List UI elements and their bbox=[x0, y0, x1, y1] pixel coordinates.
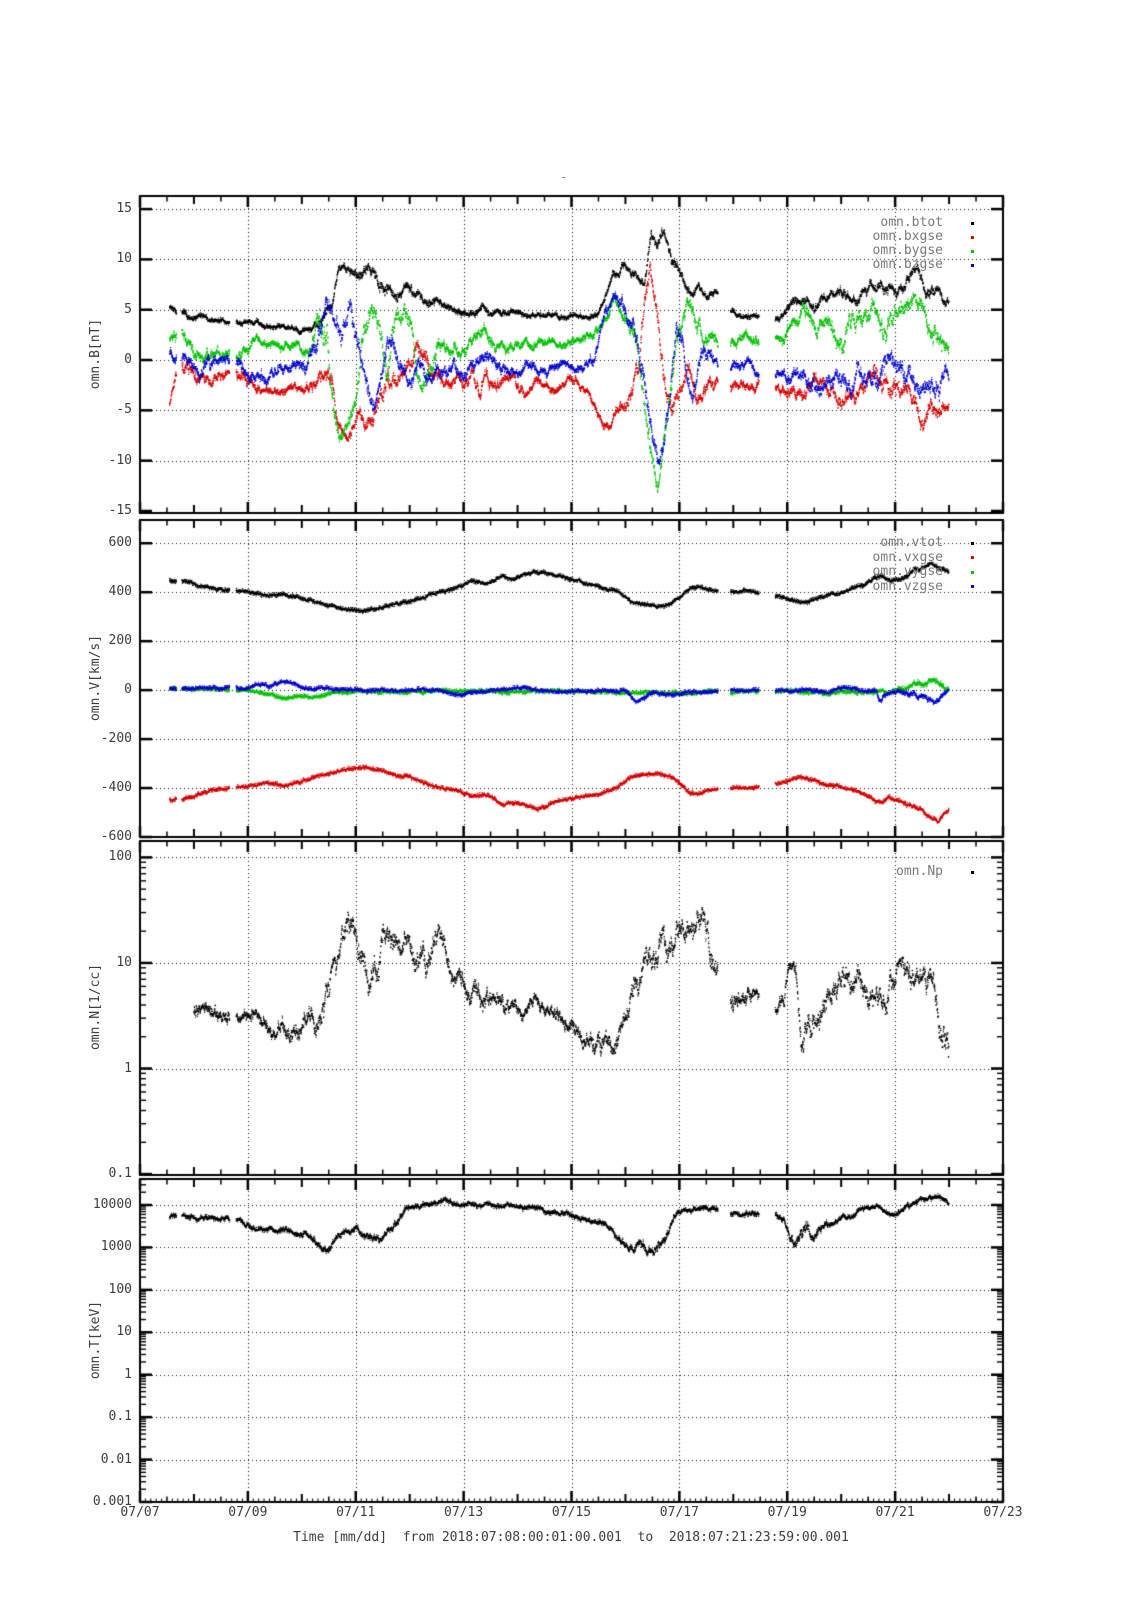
y-tick-label: 1000 bbox=[100, 1239, 132, 1255]
y-tick-label: 0 bbox=[124, 682, 132, 698]
x-tick-label: 07/13 bbox=[444, 1505, 484, 1520]
x-axis-label: Time [mm/dd] from 2018:07:08:00:01:00.00… bbox=[293, 1530, 849, 1545]
y-tick-label: 1 bbox=[124, 1060, 132, 1076]
legend-marker-dot bbox=[971, 570, 974, 574]
legend-marker-dot bbox=[971, 541, 974, 545]
y-tick-label: 0.01 bbox=[100, 1451, 132, 1467]
legend-marker-dot bbox=[971, 235, 974, 239]
y-tick-label: 10 bbox=[116, 1324, 132, 1340]
legend-item-label: omn.vzgse bbox=[872, 578, 943, 594]
y-axis-label: omn.B[nT] bbox=[88, 318, 103, 389]
y-tick-label: 10 bbox=[116, 251, 132, 267]
y-tick-label: 15 bbox=[116, 201, 132, 217]
y-tick-label: 10 bbox=[116, 954, 132, 970]
y-tick-label: 0.1 bbox=[108, 1409, 132, 1425]
x-tick-label: 07/17 bbox=[659, 1505, 699, 1520]
y-tick-label: -10 bbox=[108, 452, 132, 468]
y-tick-label: -400 bbox=[100, 780, 132, 796]
y-tick-label: 200 bbox=[108, 633, 132, 649]
y-tick-label: 100 bbox=[108, 849, 132, 865]
x-tick-label: 07/11 bbox=[336, 1505, 376, 1520]
figure-title: - bbox=[560, 170, 568, 184]
legend-item-label: omn.bygse bbox=[872, 243, 943, 258]
legend-item-label: omn.Np bbox=[896, 864, 943, 879]
y-tick-label: 0.1 bbox=[108, 1166, 132, 1182]
legend-item-label: omn.btot bbox=[880, 215, 943, 230]
y-tick-label: 1 bbox=[124, 1366, 132, 1382]
x-tick-label: 07/15 bbox=[551, 1505, 592, 1520]
y-tick-label: 400 bbox=[108, 584, 132, 600]
x-tick-label: 07/09 bbox=[228, 1505, 268, 1520]
x-tick-label: 07/07 bbox=[120, 1505, 160, 1520]
y-tick-label: 5 bbox=[124, 301, 132, 317]
y-tick-label: -600 bbox=[100, 829, 132, 844]
x-tick-label: 07/21 bbox=[875, 1505, 915, 1520]
legend-item-label: omn.vtot bbox=[880, 535, 943, 550]
y-axis-label: omn.T[keV] bbox=[88, 1300, 103, 1379]
legend-marker-dot bbox=[971, 870, 974, 874]
y-tick-label: 100 bbox=[108, 1281, 132, 1297]
legend-item-label: omn.vygse bbox=[872, 564, 943, 579]
y-tick-label: 600 bbox=[108, 535, 132, 551]
y-axis-label: omn.N[1/cc] bbox=[88, 963, 103, 1051]
y-tick-label: 0 bbox=[124, 352, 132, 368]
legend-marker-dot bbox=[971, 221, 974, 225]
y-axis-label: omn.V[km/s] bbox=[88, 634, 103, 721]
legend-item-label: omn.bzgse bbox=[872, 257, 943, 272]
y-tick-label: -200 bbox=[100, 731, 132, 747]
y-tick-label: -15 bbox=[108, 502, 132, 518]
legend-marker-dot bbox=[971, 249, 974, 253]
x-tick-label: 07/23 bbox=[983, 1505, 1023, 1520]
legend-marker-dot bbox=[971, 556, 974, 559]
y-tick-label: 0.001 bbox=[92, 1494, 132, 1509]
legend-item-label: omn.bxgse bbox=[872, 229, 943, 244]
x-tick-label: 07/19 bbox=[767, 1505, 807, 1520]
y-tick-label: -5 bbox=[116, 402, 132, 418]
legend-marker-dot bbox=[971, 263, 974, 267]
legend-marker-dot bbox=[971, 585, 974, 588]
legend-item-label: omn.vxgse bbox=[872, 549, 943, 565]
y-tick-label: 10000 bbox=[92, 1196, 132, 1212]
